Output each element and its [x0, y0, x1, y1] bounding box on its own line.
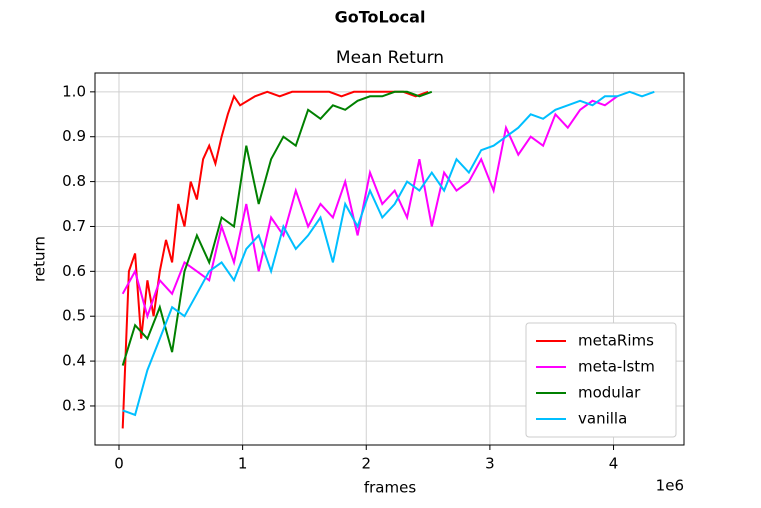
y-tick-label: 0.4 [62, 352, 86, 370]
series-line [121, 90, 433, 366]
series-line [121, 90, 429, 429]
series-line [122, 90, 655, 417]
y-tick-label: 0.7 [62, 217, 86, 235]
y-tick-label: 1.0 [62, 82, 86, 100]
legend-label: meta-lstm [578, 358, 655, 376]
plot-frame [94, 72, 685, 446]
y-tick-label: 0.3 [62, 396, 86, 414]
x-tick-label: 4 [609, 455, 619, 473]
legend-label: modular [578, 384, 641, 402]
y-axis-label: return [31, 236, 49, 282]
chart-subtitle: Mean Return [336, 48, 444, 68]
legend-label: metaRims [578, 332, 654, 350]
x-tick-label: 3 [485, 455, 495, 473]
chart-title: GoToLocal [335, 8, 426, 27]
legend-label: vanilla [578, 410, 627, 428]
x-offset-label: 1e6 [656, 477, 684, 495]
y-tick-label: 0.9 [62, 127, 86, 145]
series-line [121, 95, 618, 320]
y-tick-label: 0.6 [62, 262, 86, 280]
legend-box [525, 322, 677, 438]
y-tick-label: 0.8 [62, 172, 86, 190]
x-tick-label: 2 [361, 455, 371, 473]
x-axis-label: frames [364, 479, 416, 497]
x-tick-label: 0 [114, 455, 124, 473]
y-tick-label: 0.5 [62, 307, 86, 325]
x-tick-label: 1 [238, 455, 248, 473]
